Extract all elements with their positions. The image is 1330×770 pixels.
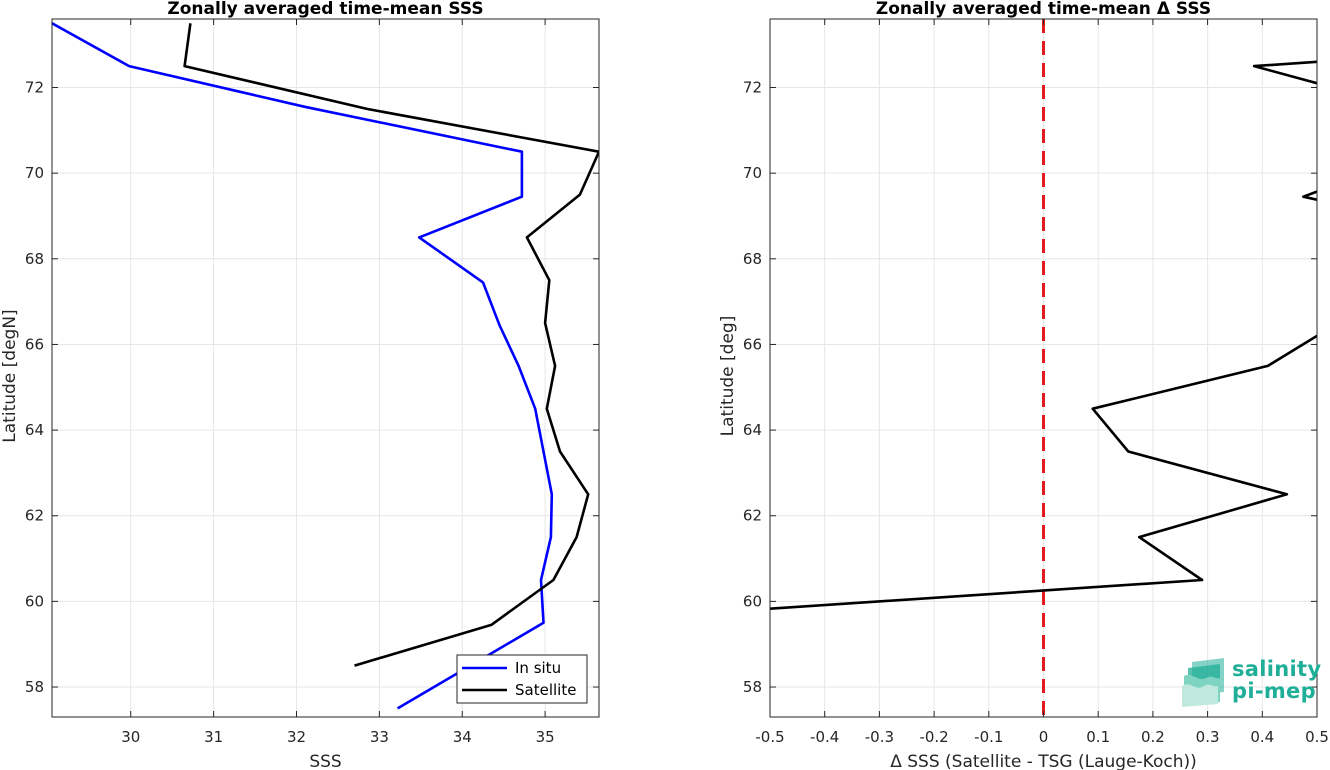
wave-logo-icon <box>1182 658 1224 707</box>
legend-label: In situ <box>515 659 561 677</box>
y-tick-label: 58 <box>25 678 44 696</box>
chart-title: Zonally averaged time-mean Δ SSS <box>876 0 1211 19</box>
delta-series-line-2 <box>1252 60 1317 85</box>
series-group <box>770 60 1317 610</box>
y-tick-label: 66 <box>743 335 762 353</box>
x-tick-label: -0.4 <box>810 728 839 746</box>
y-tick-label: 70 <box>743 164 762 182</box>
y-tick-label: 62 <box>743 507 762 525</box>
x-tick-label: -0.1 <box>974 728 1003 746</box>
x-tick-label: 30 <box>121 728 140 746</box>
x-tick-label: 0.4 <box>1250 728 1274 746</box>
series-line-satellite <box>183 23 599 667</box>
delta-sss-panel: -0.5 -0.4 -0.3 -0.2 -0.1 0 0.1 0.2 0.3 0.4 0.5 58 60… <box>718 0 1329 770</box>
delta-series-line-0 <box>770 334 1317 610</box>
y-tick-label: 70 <box>25 164 44 182</box>
y-tick-label: 60 <box>743 592 762 610</box>
y-tick-label: 68 <box>25 250 44 268</box>
y-tick-label: 68 <box>743 250 762 268</box>
y-tick-label: 58 <box>743 678 762 696</box>
x-tick-label: -0.5 <box>755 728 784 746</box>
plot-area <box>52 19 599 717</box>
y-tick-label: 72 <box>25 79 44 97</box>
delta-series-line-1 <box>1302 190 1317 201</box>
x-tick-label: 35 <box>536 728 555 746</box>
logo-word-salinity: salinity <box>1232 657 1322 681</box>
y-tick-label: 64 <box>25 421 44 439</box>
x-axis-label: Δ SSS (Satellite - TSG (Lauge-Koch)) <box>890 752 1197 770</box>
legend-box <box>456 654 588 704</box>
legend: In situ Satellite <box>456 654 588 704</box>
legend-label: Satellite <box>515 681 576 699</box>
chart-title: Zonally averaged time-mean SSS <box>167 0 483 19</box>
y-axis-label: Latitude [deg] <box>718 316 738 437</box>
logo-word-pi-mep: pi-mep <box>1232 679 1316 703</box>
y-tick-label: 66 <box>25 335 44 353</box>
y-axis-label: Latitude [degN] <box>0 309 20 442</box>
x-tick-label: 34 <box>453 728 472 746</box>
x-tick-label: 0.3 <box>1196 728 1220 746</box>
y-tick-label: 60 <box>25 592 44 610</box>
y-tick-label: 72 <box>743 79 762 97</box>
x-tick-label: 31 <box>204 728 223 746</box>
sss-profile-panel: 30 31 32 33 34 35 58 60 62 64 66 68 70 72 Zonally aver… <box>0 0 600 770</box>
x-tick-label: 0.1 <box>1086 728 1110 746</box>
x-tick-label: 0.2 <box>1141 728 1165 746</box>
x-tick-label: -0.3 <box>865 728 894 746</box>
series-line-in-situ <box>52 22 554 710</box>
y-tick-label: 62 <box>25 507 44 525</box>
y-tick-label: 64 <box>743 421 762 439</box>
x-tick-label: 0 <box>1039 728 1049 746</box>
salinity-pi-mep-logo: salinity pi-mep <box>1180 656 1322 708</box>
x-tick-label: 33 <box>370 728 389 746</box>
x-tick-label: 0.5 <box>1305 728 1329 746</box>
x-tick-label: -0.2 <box>919 728 948 746</box>
axes-frame <box>51 18 600 718</box>
x-axis-label: SSS <box>309 752 341 770</box>
series-group <box>52 22 599 710</box>
x-tick-label: 32 <box>287 728 306 746</box>
